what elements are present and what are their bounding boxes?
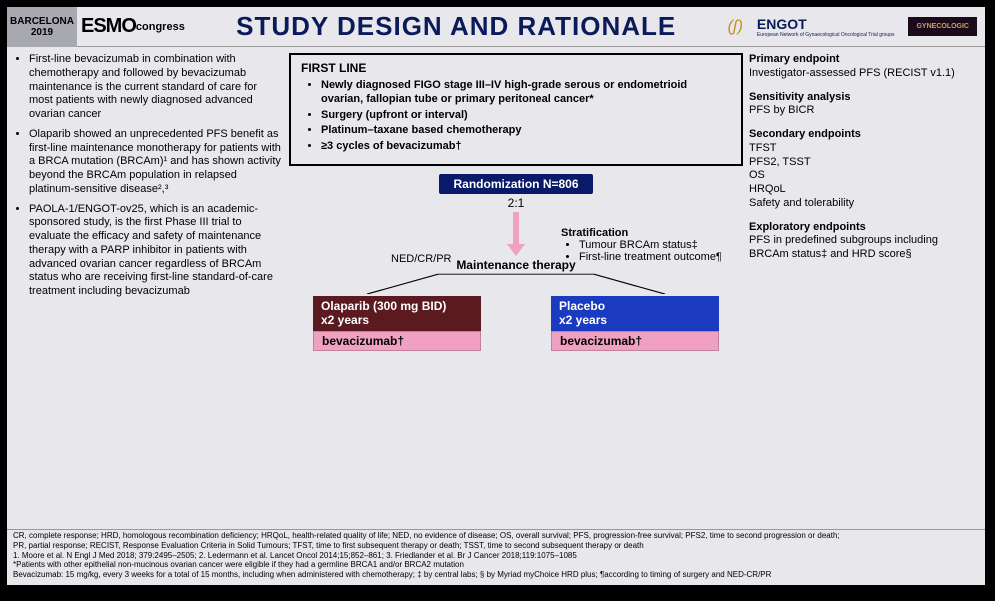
first-line-item: ≥3 cycles of bevacizumab† — [321, 140, 731, 154]
congress-label: congress — [136, 21, 185, 33]
city-label: BARCELONA — [10, 16, 74, 27]
slide: BARCELONA 2019 ESMO congress STUDY DESIG… — [6, 6, 986, 586]
nedcrpr-label: NED/CR/PR — [391, 253, 452, 265]
stratification-block: Stratification Tumour BRCAm status‡ Firs… — [561, 227, 761, 263]
first-line-item: Platinum–taxane based chemotherapy — [321, 124, 731, 138]
design-column: FIRST LINE Newly diagnosed FIGO stage II… — [289, 53, 743, 523]
branch-line — [339, 272, 693, 294]
arm-olaparib: Olaparib (300 mg BID) x2 years bevacizum… — [313, 296, 481, 351]
rationale-column: First-line bevacizumab in combination wi… — [13, 53, 283, 523]
placebo-label: Placebo — [559, 299, 711, 313]
arrow-down-icon — [509, 212, 523, 256]
footnote-line: PR, partial response; RECIST, Response E… — [13, 542, 979, 551]
sponsor-logos: (ʃ) ENGOT European Network of Gynaecolog… — [728, 16, 977, 38]
conference-badge: BARCELONA 2019 — [7, 7, 77, 47]
slide-body: First-line bevacizumab in combination wi… — [7, 47, 985, 529]
primary-endpoint: Primary endpoint Investigator-assessed P… — [749, 53, 979, 81]
randomization-ratio: 2:1 — [289, 196, 743, 210]
randomization-box: Randomization N=806 — [439, 174, 592, 194]
sponsor-icon: (ʃ) — [728, 18, 743, 36]
sensitivity-analysis: Sensitivity analysis PFS by BICR — [749, 91, 979, 119]
first-line-item: Surgery (upfront or interval) — [321, 109, 731, 123]
first-line-box: FIRST LINE Newly diagnosed FIGO stage II… — [289, 53, 743, 166]
rationale-item: Olaparib showed an unprecedented PFS ben… — [29, 128, 283, 197]
footnote-line: *Patients with other epithelial non-muci… — [13, 561, 979, 570]
gyn-logo: GYNECOLOGIC — [908, 17, 977, 36]
slide-title: STUDY DESIGN AND RATIONALE — [185, 11, 728, 42]
footnotes: CR, complete response; HRD, homologous r… — [7, 529, 985, 585]
first-line-item: Newly diagnosed FIGO stage III–IV high-g… — [321, 79, 731, 107]
olaparib-bev: bevacizumab† — [313, 331, 481, 351]
stratification-item: First-line treatment outcome¶ — [579, 251, 761, 263]
arm-placebo: Placebo x2 years bevacizumab† — [551, 296, 719, 351]
footnote-line: Bevacizumab: 15 mg/kg, every 3 weeks for… — [13, 571, 979, 580]
stratification-title: Stratification — [561, 227, 761, 239]
olaparib-dose: Olaparib (300 mg BID) — [321, 299, 473, 313]
endpoints-column: Primary endpoint Investigator-assessed P… — [749, 53, 979, 523]
placebo-duration: x2 years — [559, 313, 711, 327]
year-label: 2019 — [31, 27, 53, 38]
rationale-item: First-line bevacizumab in combination wi… — [29, 53, 283, 122]
esmo-logo: ESMO — [81, 15, 136, 38]
secondary-endpoints: Secondary endpoints TFST PFS2, TSST OS H… — [749, 128, 979, 211]
footnote-line: 1. Moore et al. N Engl J Med 2018; 379:2… — [13, 552, 979, 561]
header: BARCELONA 2019 ESMO congress STUDY DESIG… — [7, 7, 985, 47]
first-line-title: FIRST LINE — [301, 61, 731, 75]
footnote-line: CR, complete response; HRD, homologous r… — [13, 532, 979, 541]
engot-logo: ENGOT European Network of Gynaecological… — [757, 16, 895, 38]
stratification-item: Tumour BRCAm status‡ — [579, 239, 761, 251]
arms: Olaparib (300 mg BID) x2 years bevacizum… — [289, 296, 743, 351]
exploratory-endpoints: Exploratory endpoints PFS in predefined … — [749, 221, 979, 262]
rationale-item: PAOLA-1/ENGOT-ov25, which is an academic… — [29, 203, 283, 299]
olaparib-duration: x2 years — [321, 313, 473, 327]
placebo-bev: bevacizumab† — [551, 331, 719, 351]
